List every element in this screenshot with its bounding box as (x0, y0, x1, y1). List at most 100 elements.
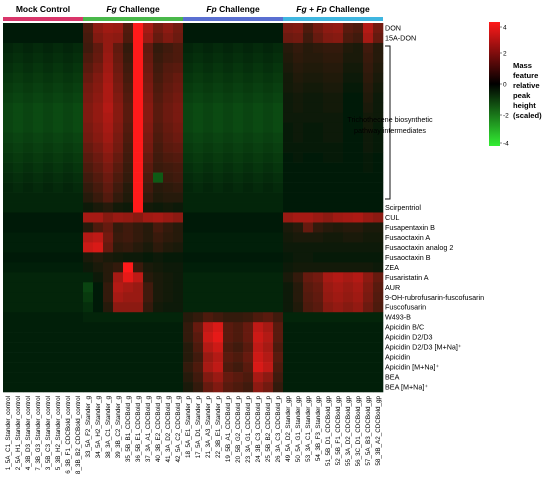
heatmap-cell (133, 152, 144, 163)
heatmap-cell (153, 192, 164, 203)
heatmap-cell (373, 212, 384, 223)
heatmap-cell (233, 312, 244, 323)
heatmap-cell (113, 372, 124, 383)
heatmap-cell (133, 232, 144, 243)
heatmap-cell (3, 232, 14, 243)
heatmap-cell (63, 292, 74, 303)
heatmap-cell (173, 152, 184, 163)
heatmap-cell (313, 192, 324, 203)
heatmap-cell (13, 192, 24, 203)
heatmap-cell (73, 132, 84, 143)
column-label: 58_3B_A2_CDCBold_gp (375, 396, 382, 466)
heatmap-cell (63, 102, 74, 114)
heatmap-cell (373, 232, 384, 243)
heatmap-cell (43, 252, 54, 263)
heatmap-cell (113, 122, 124, 133)
heatmap-cell (163, 72, 174, 84)
heatmap-cell (193, 242, 204, 253)
heatmap-cell (63, 42, 74, 54)
heatmap-cell (83, 222, 94, 233)
heatmap-cell (223, 382, 234, 393)
heatmap-cell (223, 62, 234, 74)
heatmap-cell (203, 322, 214, 333)
heatmap-cell (243, 152, 254, 163)
heatmap-cell (123, 52, 134, 64)
heatmap-cell (333, 232, 344, 243)
heatmap-cell (3, 92, 14, 104)
heatmap-cell (253, 352, 264, 363)
heatmap-cell (293, 322, 304, 333)
heatmap-cell (73, 112, 84, 124)
heatmap-cell (203, 312, 214, 323)
column-label: 40_3B_E2_CDCBold_g (155, 396, 162, 463)
heatmap-cell (253, 82, 264, 94)
heatmap-cell (13, 23, 24, 34)
heatmap-cell (303, 72, 314, 84)
heatmap-cell (373, 282, 384, 293)
heatmap-cell (33, 222, 44, 233)
heatmap-cell (133, 332, 144, 343)
heatmap-cell (333, 382, 344, 393)
heatmap-cell (323, 152, 334, 163)
heatmap-cell (233, 122, 244, 133)
heatmap-cell (273, 92, 284, 104)
colorbar-title-line: Mass (513, 61, 532, 70)
heatmap-cell (183, 192, 194, 203)
heatmap-cell (53, 23, 64, 34)
heatmap-cell (73, 212, 84, 223)
heatmap-cell (123, 202, 134, 213)
heatmap-cell (323, 252, 334, 263)
heatmap-cell (183, 172, 194, 183)
heatmap-cell (223, 102, 234, 114)
heatmap-cell (133, 202, 144, 213)
heatmap-cell (53, 32, 64, 44)
heatmap-cell (323, 52, 334, 64)
heatmap-cell (193, 192, 204, 203)
heatmap-cell (183, 332, 194, 343)
heatmap-cell (273, 232, 284, 243)
heatmap-cell (373, 23, 384, 34)
group-title-italic: Fg (106, 4, 117, 14)
heatmap-cell (223, 42, 234, 54)
heatmap-cell (63, 162, 74, 173)
heatmap-cell (103, 23, 114, 34)
heatmap-cell (13, 82, 24, 94)
heatmap-cell (313, 122, 324, 133)
heatmap-cell (213, 322, 224, 333)
heatmap-cell (243, 212, 254, 223)
colorbar-title-line: height (513, 101, 536, 110)
heatmap-cell (293, 142, 304, 153)
heatmap-cell (273, 322, 284, 333)
heatmap-cell (313, 232, 324, 243)
heatmap-cell (213, 122, 224, 133)
heatmap-cell (313, 62, 324, 74)
heatmap-cell (303, 82, 314, 94)
heatmap-cell (353, 42, 364, 54)
heatmap-cell (73, 232, 84, 243)
heatmap-cell (353, 282, 364, 293)
heatmap-cell (93, 202, 104, 213)
heatmap-cell (243, 192, 254, 203)
heatmap-cell (73, 242, 84, 253)
heatmap-cell (53, 342, 64, 353)
heatmap-cell (173, 62, 184, 74)
heatmap-cell (323, 32, 334, 44)
heatmap-cell (123, 242, 134, 253)
heatmap-cell (343, 82, 354, 94)
heatmap-cell (373, 92, 384, 104)
heatmap-cell (43, 242, 54, 253)
heatmap-cell (303, 62, 314, 74)
heatmap-cell (133, 92, 144, 104)
heatmap-cell (33, 362, 44, 373)
heatmap-cell (53, 232, 64, 243)
heatmap-cell (343, 92, 354, 104)
heatmap-cell (293, 272, 304, 283)
heatmap-cell (363, 202, 374, 213)
heatmap-cell (53, 82, 64, 94)
heatmap-cell (123, 112, 134, 124)
heatmap-cell (293, 252, 304, 263)
heatmap-cell (373, 122, 384, 133)
heatmap-cell (153, 272, 164, 283)
heatmap-cell (113, 132, 124, 143)
heatmap-cell (243, 142, 254, 153)
